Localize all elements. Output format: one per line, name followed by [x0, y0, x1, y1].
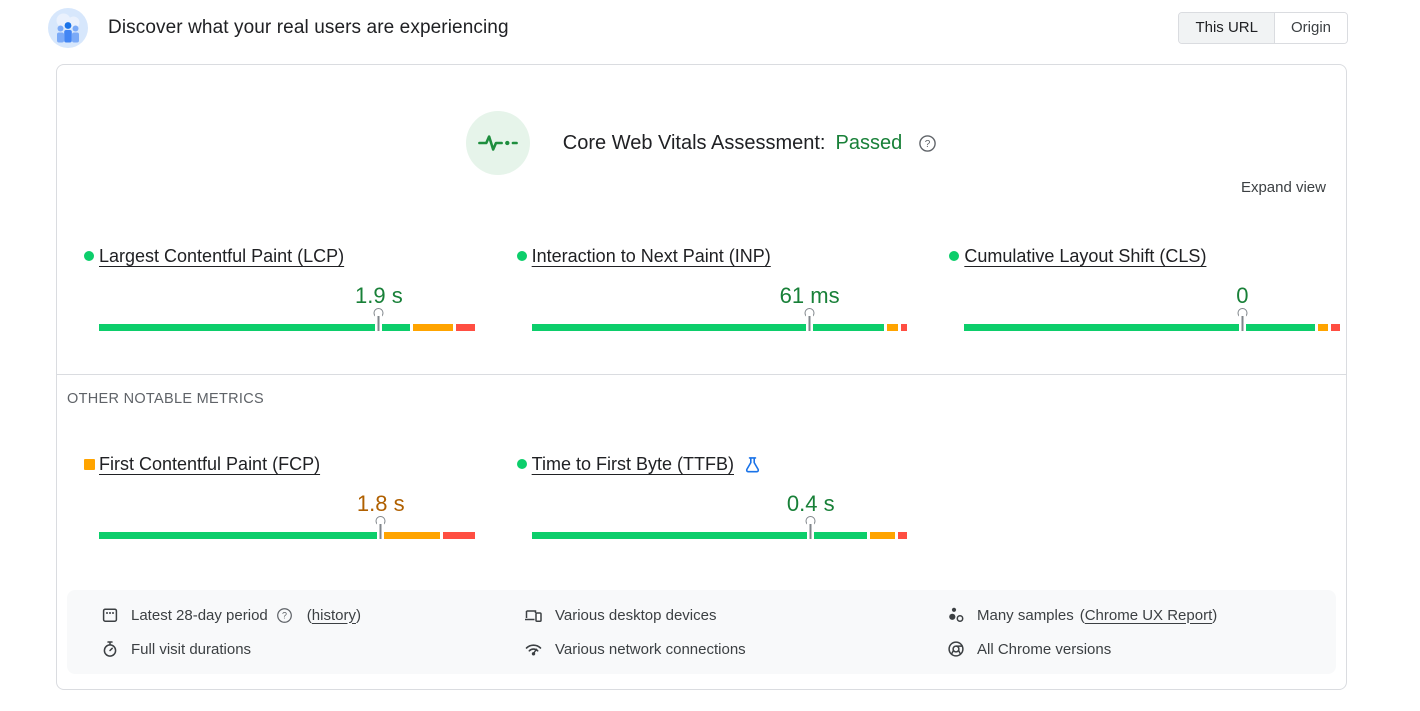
ni-segment — [1317, 324, 1329, 331]
p75-marker — [805, 308, 814, 331]
network-icon — [524, 640, 543, 658]
fcp-distribution-bar — [99, 532, 475, 539]
good-dot-icon — [516, 251, 527, 261]
metric-cls-title[interactable]: Cumulative Layout Shift (CLS) — [964, 245, 1207, 266]
metric-fcp-value: 1.8 s — [356, 491, 405, 516]
poor-segment — [442, 532, 475, 539]
good-segment — [531, 324, 884, 331]
footer-period-text: Latest 28-day period — [131, 606, 268, 624]
cls-distribution-bar — [964, 324, 1340, 331]
footer-item-devices: Various desktop devices — [490, 605, 913, 625]
good-dot-icon — [949, 251, 960, 261]
footer-durations-text: Full visit durations — [131, 640, 252, 658]
real-users-icon — [48, 8, 88, 48]
metric-inp-value: 61 ms — [779, 283, 840, 308]
other-notable-metrics: First Contentful Paint (FCP) 1.8 s Time … — [57, 451, 1346, 539]
ni-segment — [869, 532, 896, 539]
footer-chrome-text: All Chrome versions — [977, 640, 1112, 658]
ni-segment — [886, 324, 899, 331]
p75-marker — [1238, 308, 1247, 331]
good-dot-icon — [84, 251, 94, 261]
history-link[interactable]: history — [311, 606, 356, 624]
metric-cls-value: 0 — [1236, 283, 1249, 308]
metric-ttfb: Time to First Byte (TTFB) 0.4 s — [516, 451, 908, 539]
metric-fcp: First Contentful Paint (FCP) 1.8 s — [84, 451, 475, 539]
help-icon[interactable]: ? — [918, 134, 937, 153]
calendar-icon — [101, 606, 119, 624]
good-segment — [99, 532, 382, 539]
metric-inp: Interaction to Next Paint (INP) 61 ms — [516, 243, 908, 331]
experimental-flask-icon — [744, 456, 761, 473]
field-data-header: Discover what your real users are experi… — [0, 0, 1420, 48]
good-segment — [964, 324, 1315, 331]
metric-fcp-title[interactable]: First Contentful Paint (FCP) — [99, 453, 321, 474]
paren: ( — [1079, 606, 1085, 624]
expand-view-link[interactable]: Expand view — [1240, 179, 1326, 196]
metric-cls: Cumulative Layout Shift (CLS) 0 — [949, 243, 1340, 331]
url-origin-toggle: This URL Origin — [1178, 12, 1348, 44]
data-context-footer: Latest 28-day period ? (history) Various… — [67, 590, 1336, 674]
lcp-distribution-bar — [99, 324, 475, 331]
metric-lcp-title[interactable]: Largest Contentful Paint (LCP) — [99, 245, 345, 266]
cwv-assessment-header: Core Web Vitals Assessment: Passed ? — [57, 111, 1346, 175]
metric-lcp: Largest Contentful Paint (LCP) 1.9 s — [84, 243, 475, 331]
footer-item-period: Latest 28-day period ? (history) — [67, 605, 490, 625]
good-segment — [531, 532, 867, 539]
assessment-label: Core Web Vitals Assessment: — [562, 131, 826, 154]
paren: ) — [1212, 606, 1218, 624]
field-data-card: Core Web Vitals Assessment: Passed ? Exp… — [56, 64, 1347, 690]
chrome-icon — [947, 640, 965, 658]
samples-icon — [947, 606, 965, 624]
assessment-result: Passed — [835, 131, 903, 154]
footer-item-chrome: All Chrome versions — [913, 639, 1336, 659]
footer-item-network: Various network connections — [490, 639, 913, 659]
help-icon[interactable]: ? — [276, 607, 293, 624]
metric-ttfb-title[interactable]: Time to First Byte (TTFB) — [531, 453, 734, 474]
inp-distribution-bar — [531, 324, 908, 331]
poor-segment — [898, 532, 908, 539]
footer-item-samples: Many samples (Chrome UX Report) — [913, 605, 1336, 625]
ttfb-distribution-bar — [531, 532, 908, 539]
section-divider — [57, 374, 1346, 375]
footer-samples-text: Many samples — [977, 606, 1074, 624]
ni-segment — [412, 324, 454, 331]
assessment-title: Core Web Vitals Assessment: Passed ? — [563, 132, 937, 155]
ni-segment — [384, 532, 440, 539]
stopwatch-icon — [101, 640, 119, 658]
footer-item-durations: Full visit durations — [67, 639, 490, 659]
paren: ( — [306, 606, 312, 624]
other-metrics-section-label: OTHER NOTABLE METRICS — [67, 391, 264, 407]
pulse-icon — [465, 111, 530, 175]
expand-row: Expand view — [57, 179, 1346, 199]
empty-metric-slot — [964, 451, 1340, 539]
p75-marker — [374, 308, 383, 331]
poor-segment — [901, 324, 908, 331]
svg-text:?: ? — [925, 139, 931, 150]
page-title: Discover what your real users are experi… — [108, 17, 509, 38]
this-url-button[interactable]: This URL — [1179, 13, 1275, 43]
crux-link-wrap: (Chrome UX Report) — [1080, 607, 1218, 624]
p75-marker — [376, 516, 385, 539]
metric-lcp-value: 1.9 s — [355, 283, 403, 308]
core-web-vitals-metrics: Largest Contentful Paint (LCP) 1.9 s Int… — [57, 243, 1346, 331]
footer-network-text: Various network connections — [555, 640, 746, 658]
p75-marker — [806, 516, 815, 539]
origin-button[interactable]: Origin — [1274, 13, 1347, 43]
devices-icon — [524, 606, 543, 624]
paren: ) — [355, 606, 361, 624]
metric-ttfb-value: 0.4 s — [786, 491, 835, 516]
metric-inp-title[interactable]: Interaction to Next Paint (INP) — [531, 245, 771, 266]
good-dot-icon — [516, 459, 527, 469]
chrome-ux-report-link[interactable]: Chrome UX Report — [1084, 606, 1213, 624]
footer-devices-text: Various desktop devices — [555, 606, 717, 624]
poor-segment — [1331, 324, 1340, 331]
poor-segment — [456, 324, 475, 331]
good-segment — [99, 324, 410, 331]
svg-text:?: ? — [282, 610, 287, 620]
ni-square-icon — [84, 458, 95, 470]
history-link-wrap: (history) — [307, 607, 361, 624]
